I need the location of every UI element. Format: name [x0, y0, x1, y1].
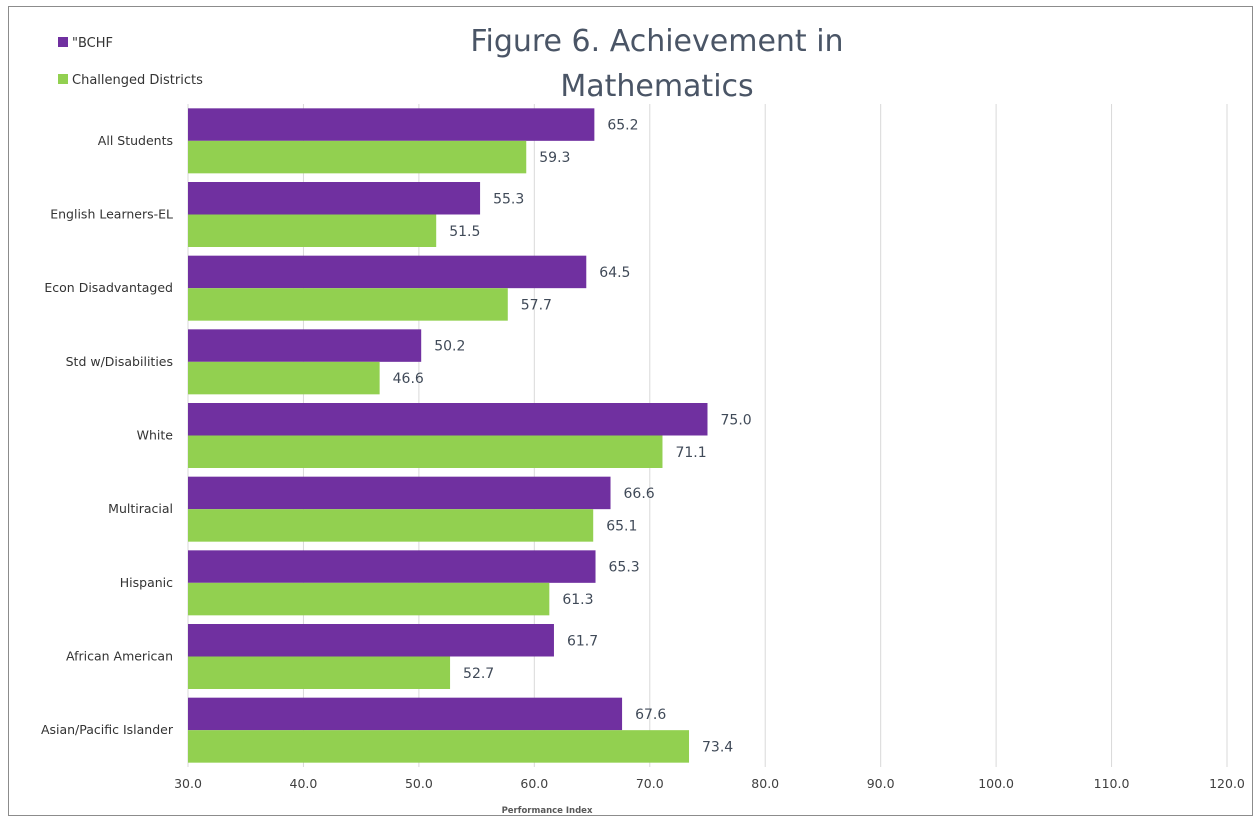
x-tick-label: 60.0 — [520, 776, 548, 791]
chart-frame: All Students 65.2 59.3 English Learners-EL 5… — [8, 6, 1253, 816]
category-label: Econ Disadvantaged — [44, 280, 173, 295]
legend-label-bchf: "BCHF — [72, 36, 113, 51]
bar-bchf — [188, 550, 596, 583]
data-label: 61.3 — [562, 592, 593, 608]
chart-title-line-2: Mathematics — [560, 69, 753, 104]
bar-bchf — [188, 697, 623, 731]
bar-bchf — [188, 255, 587, 289]
bar-bchf — [188, 329, 422, 362]
data-label: 61.7 — [567, 633, 598, 649]
x-axis-title: Performance Index — [502, 806, 593, 816]
data-label: 57.7 — [521, 297, 552, 313]
category-label: English Learners-EL — [50, 207, 173, 222]
data-label: 67.6 — [635, 707, 666, 723]
legend-swatch-challenged-districts — [58, 74, 68, 84]
category-label: African American — [66, 649, 173, 664]
data-label: 50.2 — [434, 339, 465, 355]
data-label: 65.1 — [606, 518, 637, 534]
bar-challenged-districts — [188, 656, 451, 689]
x-tick-label: 80.0 — [751, 776, 779, 791]
bar-bchf — [188, 108, 595, 141]
x-tick-label: 100.0 — [978, 776, 1014, 791]
data-label: 71.1 — [675, 445, 706, 461]
data-label: 52.7 — [463, 666, 494, 682]
x-tick-label: 70.0 — [636, 776, 664, 791]
data-label: 64.5 — [599, 265, 630, 281]
bar-challenged-districts — [188, 730, 690, 763]
data-label: 59.3 — [539, 150, 570, 166]
x-tick-label: 120.0 — [1209, 776, 1245, 791]
bar-challenged-districts — [188, 140, 527, 174]
data-label: 66.6 — [624, 486, 655, 502]
chart-svg: All Students 65.2 59.3 English Learners-EL 5… — [41, 24, 1245, 816]
bar-challenged-districts — [188, 435, 663, 468]
chart-title-line-1: Figure 6. Achievement in — [470, 24, 843, 59]
data-label: 55.3 — [493, 191, 524, 207]
legend-label-challenged-districts: Challenged Districts — [72, 73, 203, 88]
category-label: All Students — [98, 133, 173, 148]
data-label: 51.5 — [449, 224, 480, 240]
category-label: White — [137, 428, 174, 443]
x-tick-label: 90.0 — [867, 776, 895, 791]
category-label: Std w/Disabilities — [66, 354, 173, 369]
category-label: Multiracial — [108, 501, 173, 516]
bar-challenged-districts — [188, 361, 380, 395]
data-label: 65.2 — [607, 118, 638, 134]
bar-challenged-districts — [188, 582, 550, 616]
x-tick-label: 40.0 — [290, 776, 318, 791]
category-label: Hispanic — [120, 575, 173, 590]
bar-bchf — [188, 476, 611, 510]
data-label: 75.0 — [721, 412, 752, 428]
data-label: 65.3 — [609, 560, 640, 576]
bar-challenged-districts — [188, 288, 508, 321]
data-label: 46.6 — [393, 371, 424, 387]
x-tick-label: 30.0 — [174, 776, 202, 791]
bar-bchf — [188, 182, 481, 215]
data-label: 73.4 — [702, 739, 733, 755]
bar-bchf — [188, 403, 708, 436]
bar-challenged-districts — [188, 509, 594, 542]
x-tick-label: 50.0 — [405, 776, 433, 791]
legend-swatch-bchf — [58, 37, 68, 47]
category-label: Asian/Pacific Islander — [41, 722, 174, 737]
bar-challenged-districts — [188, 214, 437, 247]
x-tick-label: 110.0 — [1094, 776, 1130, 791]
bar-bchf — [188, 624, 554, 657]
